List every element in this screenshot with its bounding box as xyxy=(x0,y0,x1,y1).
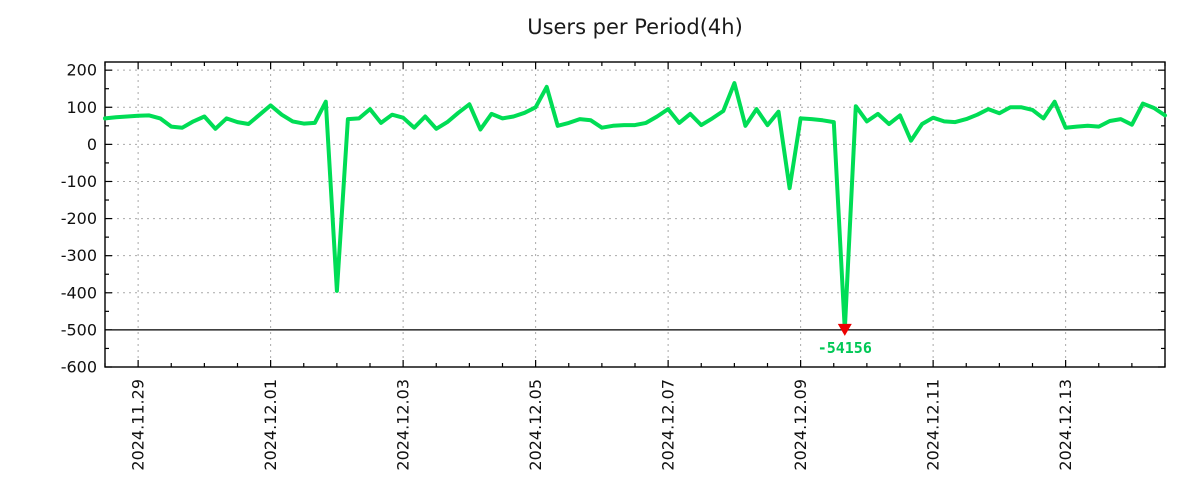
x-tick-label: 2024.12.05 xyxy=(526,379,545,471)
x-tick-label: 2024.12.11 xyxy=(924,379,943,471)
min-marker-icon xyxy=(837,323,852,336)
chart-title: Users per Period(4h) xyxy=(527,15,743,39)
plot-border xyxy=(104,61,1166,368)
series-line-users xyxy=(103,81,1167,332)
y-tick-label: -600 xyxy=(61,358,97,377)
x-tick-label: 2024.12.07 xyxy=(659,379,678,471)
y-tick-label: 0 xyxy=(87,135,97,154)
y-tick-label: -100 xyxy=(61,172,97,191)
x-tick-label: 2024.12.13 xyxy=(1056,379,1075,471)
x-tick-label: 2024.12.03 xyxy=(394,379,413,471)
y-tick-label: -200 xyxy=(61,209,97,228)
min-value-label: -54156 xyxy=(818,339,872,357)
y-tick-label: -500 xyxy=(61,320,97,339)
x-tick-label: 2024.12.09 xyxy=(791,379,810,471)
y-tick-label: 100 xyxy=(66,98,97,117)
x-tick-label: 2024.12.01 xyxy=(261,379,280,471)
y-tick-label: -400 xyxy=(61,283,97,302)
x-tick-label: 2024.11.29 xyxy=(129,379,148,471)
y-tick-label: -300 xyxy=(61,246,97,265)
y-tick-label: 200 xyxy=(66,61,97,80)
